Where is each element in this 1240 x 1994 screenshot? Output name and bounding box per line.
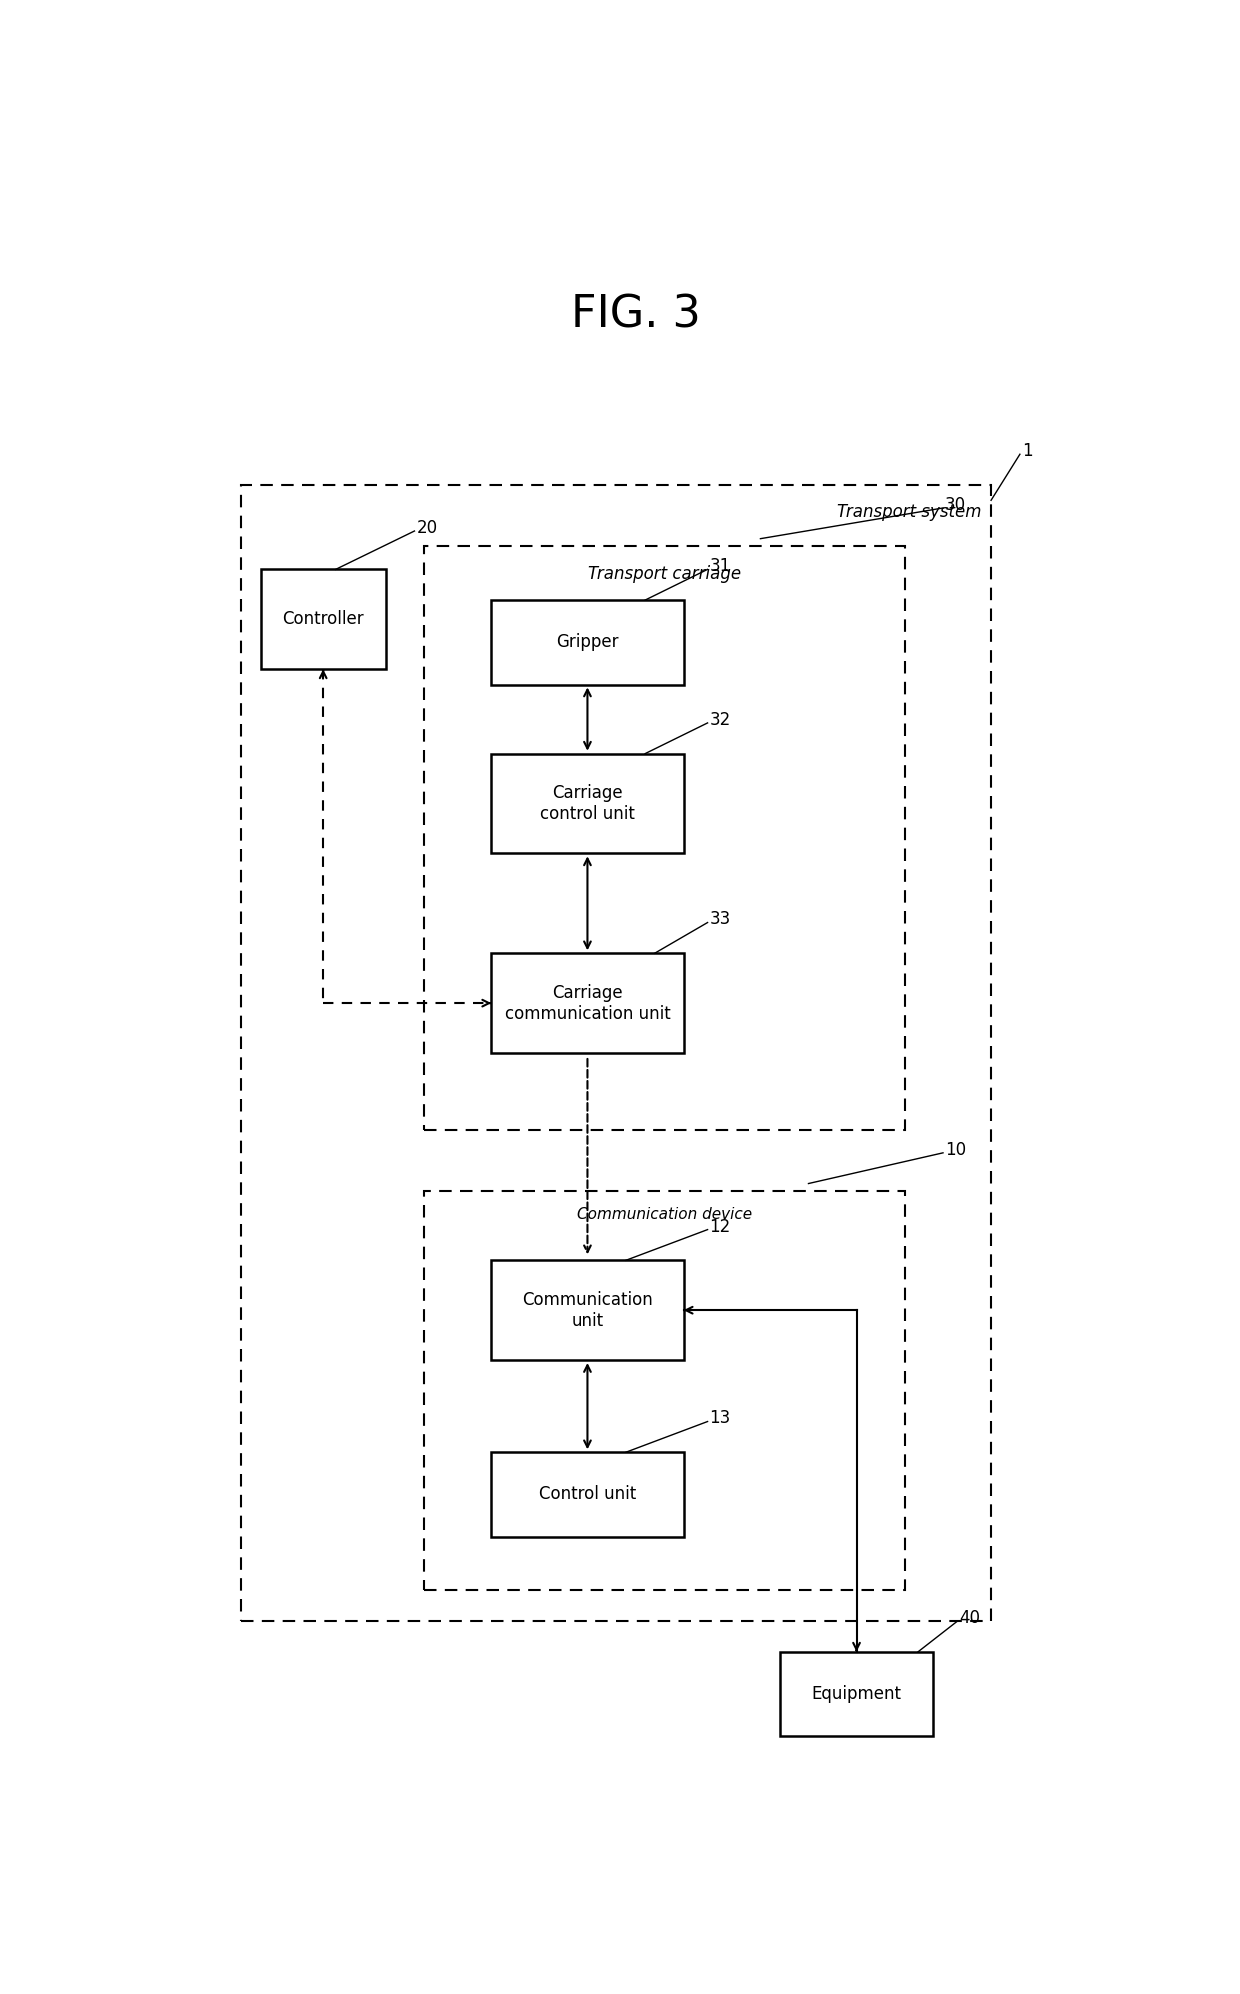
Text: 12: 12 — [709, 1218, 730, 1236]
Bar — [424, 546, 905, 1131]
Text: Controller: Controller — [283, 610, 365, 628]
Text: 33: 33 — [709, 911, 730, 929]
Bar — [491, 953, 683, 1053]
Text: Transport carriage: Transport carriage — [588, 564, 740, 582]
Text: 20: 20 — [417, 518, 438, 536]
Text: 13: 13 — [709, 1410, 730, 1428]
Text: 30: 30 — [945, 497, 966, 514]
Text: 10: 10 — [945, 1141, 966, 1159]
Text: Equipment: Equipment — [811, 1685, 901, 1703]
Text: 40: 40 — [960, 1609, 981, 1627]
Bar — [780, 1651, 934, 1737]
Bar — [424, 1190, 905, 1591]
Text: Carriage
control unit: Carriage control unit — [539, 784, 635, 824]
Text: FIG. 3: FIG. 3 — [570, 293, 701, 337]
Text: Control unit: Control unit — [539, 1486, 636, 1503]
Bar — [491, 754, 683, 853]
Bar — [491, 1452, 683, 1537]
Text: Transport system: Transport system — [837, 502, 982, 520]
Bar — [491, 1260, 683, 1360]
Text: 31: 31 — [709, 556, 730, 576]
Text: 1: 1 — [1022, 443, 1033, 461]
Text: Carriage
communication unit: Carriage communication unit — [505, 983, 671, 1023]
Bar — [260, 570, 386, 670]
Text: Gripper: Gripper — [557, 634, 619, 652]
Text: 32: 32 — [709, 710, 730, 730]
Bar — [491, 600, 683, 684]
Text: Communication device: Communication device — [577, 1206, 751, 1222]
Bar — [242, 485, 991, 1621]
Text: Communication
unit: Communication unit — [522, 1290, 652, 1330]
